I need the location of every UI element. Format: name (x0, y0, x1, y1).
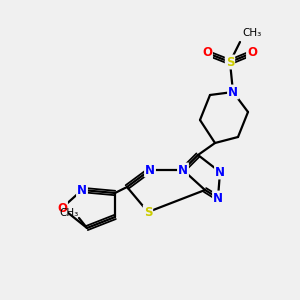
Text: O: O (247, 46, 257, 59)
Text: N: N (213, 191, 223, 205)
Text: N: N (228, 85, 238, 98)
Text: N: N (145, 164, 155, 176)
Text: N: N (77, 184, 87, 196)
Text: CH₃: CH₃ (242, 28, 261, 38)
Text: S: S (144, 206, 152, 218)
Text: N: N (215, 166, 225, 178)
Text: CH₃: CH₃ (60, 208, 79, 218)
Text: S: S (226, 56, 234, 68)
Text: N: N (178, 164, 188, 176)
Text: O: O (57, 202, 67, 214)
Text: O: O (202, 46, 212, 59)
